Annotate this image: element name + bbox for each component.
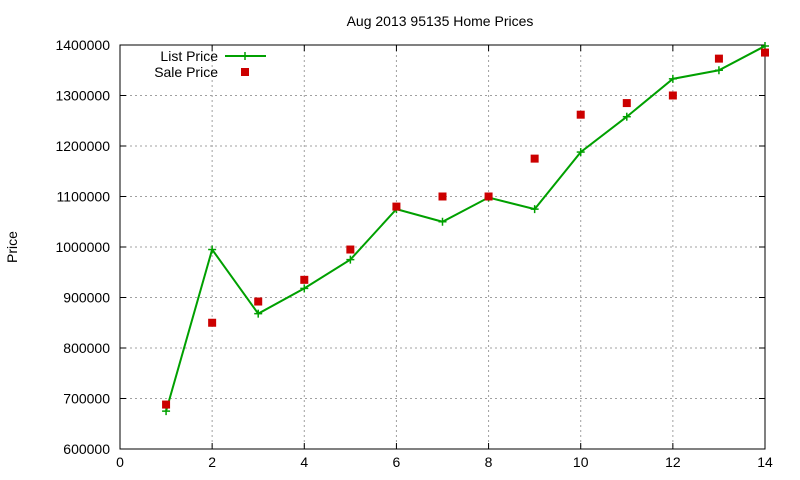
chart-title: Aug 2013 95135 Home Prices xyxy=(347,13,534,29)
x-tick-label: 10 xyxy=(573,454,589,470)
y-tick-label: 900000 xyxy=(63,290,110,306)
x-tick-label: 14 xyxy=(757,454,773,470)
list-price-line xyxy=(165,45,766,412)
list-price-point xyxy=(208,245,217,254)
y-axis-label: Price xyxy=(4,231,20,263)
sale-price-point xyxy=(162,400,171,409)
legend-label: List Price xyxy=(160,48,218,64)
legend-label: Sale Price xyxy=(154,64,218,80)
list-price-point xyxy=(622,112,631,121)
sale-price-point xyxy=(668,91,677,100)
x-tick-label: 2 xyxy=(208,454,216,470)
x-tick-label: 12 xyxy=(665,454,681,470)
legend-swatch-marker xyxy=(241,68,249,76)
list-price-point xyxy=(300,284,309,293)
sale-price-point xyxy=(622,99,631,108)
list-price-point xyxy=(438,217,447,226)
series-layer xyxy=(162,42,769,416)
sale-price-point xyxy=(254,297,263,306)
sale-price-point xyxy=(761,48,769,57)
legend-swatch-marker xyxy=(241,52,249,60)
y-tick-label: 1300000 xyxy=(55,88,110,104)
x-tick-label: 0 xyxy=(116,454,124,470)
list-price-point xyxy=(576,148,585,157)
sale-price-point xyxy=(714,54,723,63)
list-price-point xyxy=(346,255,355,264)
sale-price-point xyxy=(300,275,309,284)
grid xyxy=(120,45,765,449)
list-price-point xyxy=(668,74,677,83)
y-tick-label: 700000 xyxy=(63,391,110,407)
y-tick-label: 600000 xyxy=(63,441,110,457)
x-tick-label: 6 xyxy=(393,454,401,470)
sale-price-point xyxy=(346,245,355,254)
y-tick-label: 800000 xyxy=(63,340,110,356)
y-tick-label: 1200000 xyxy=(55,138,110,154)
y-tick-label: 1000000 xyxy=(55,239,110,255)
series-list-price xyxy=(162,42,769,416)
sale-price-point xyxy=(392,202,401,211)
sale-price-point xyxy=(208,318,217,327)
list-price-point xyxy=(254,309,263,318)
sale-price-point xyxy=(530,154,539,163)
x-tick-label: 4 xyxy=(300,454,308,470)
sale-price-point xyxy=(438,192,447,201)
y-tick-label: 1100000 xyxy=(57,189,111,205)
list-price-point xyxy=(530,205,539,214)
x-tick-label: 8 xyxy=(485,454,493,470)
axes: 0 2 4 6 8 10 12 14 600000 700000 800000 900000 10000… xyxy=(55,37,773,470)
sale-price-point xyxy=(576,110,585,119)
y-tick-label: 1400000 xyxy=(55,37,110,53)
legend-item-sale-price: Sale Price xyxy=(154,64,249,80)
list-price-point xyxy=(714,66,723,75)
legend-item-list-price: List Price xyxy=(160,48,266,64)
sale-price-point xyxy=(484,192,493,201)
series-sale-price xyxy=(162,48,769,409)
